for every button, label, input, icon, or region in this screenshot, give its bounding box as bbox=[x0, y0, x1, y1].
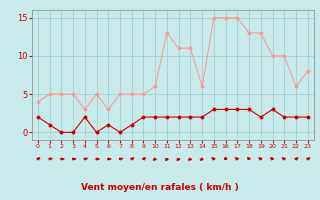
Text: Vent moyen/en rafales ( km/h ): Vent moyen/en rafales ( km/h ) bbox=[81, 183, 239, 192]
